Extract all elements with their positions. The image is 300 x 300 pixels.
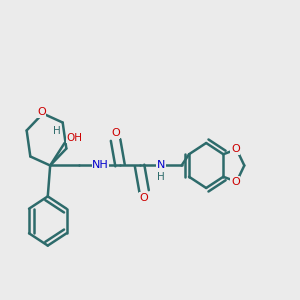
Text: O: O [231, 144, 240, 154]
Text: NH: NH [92, 160, 109, 170]
Text: O: O [37, 107, 46, 117]
Text: H: H [157, 172, 165, 182]
Text: O: O [140, 193, 148, 202]
Text: N: N [157, 160, 165, 170]
Text: OH: OH [66, 133, 82, 142]
Text: O: O [231, 177, 240, 187]
Text: O: O [111, 128, 120, 138]
Text: H: H [53, 126, 61, 136]
